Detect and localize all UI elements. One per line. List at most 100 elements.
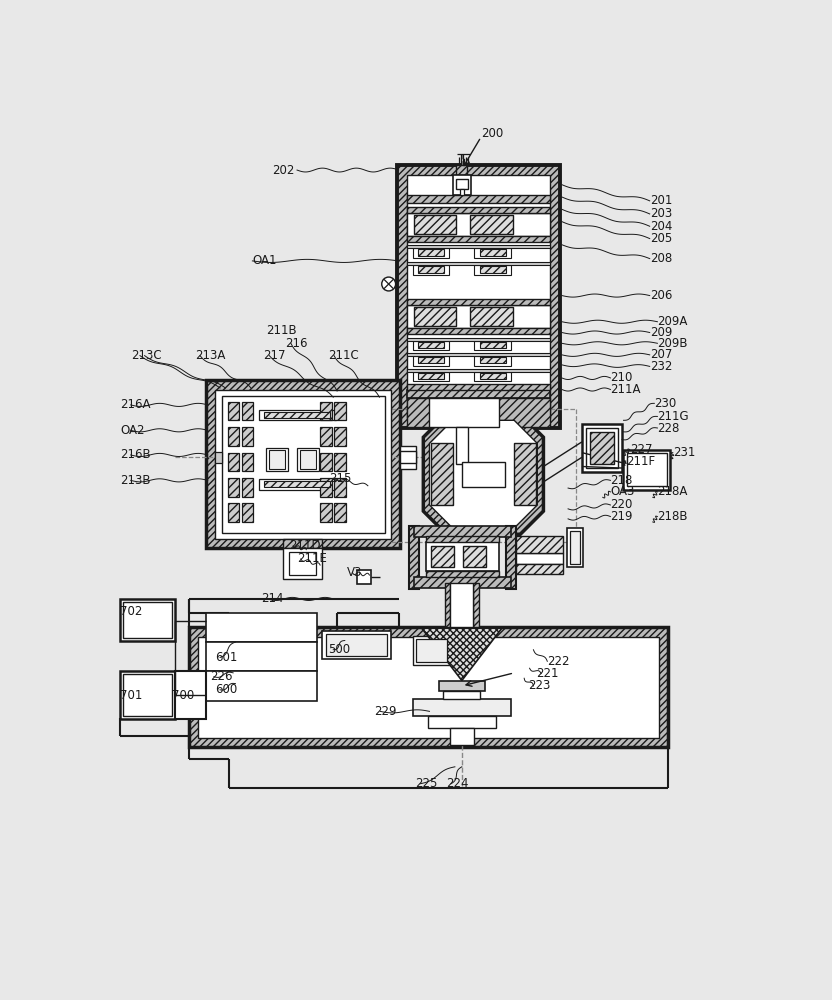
Bar	[474, 248, 511, 258]
Bar	[120, 599, 176, 641]
Bar	[283, 548, 322, 579]
Bar	[397, 165, 561, 428]
Bar	[622, 450, 671, 490]
Bar	[468, 427, 473, 464]
Text: OA1: OA1	[252, 254, 277, 267]
Bar	[414, 526, 511, 537]
Bar	[407, 262, 551, 265]
Text: 218B: 218B	[657, 510, 688, 523]
Bar	[215, 452, 221, 463]
Bar	[450, 583, 473, 627]
Bar	[413, 699, 511, 716]
Bar	[189, 627, 668, 747]
Bar	[228, 478, 240, 497]
Bar	[413, 356, 449, 366]
Bar	[264, 412, 330, 418]
Text: 208: 208	[650, 252, 672, 265]
Bar	[407, 384, 551, 390]
Bar	[428, 716, 496, 728]
Bar	[517, 564, 562, 574]
Text: 211B: 211B	[266, 324, 297, 337]
Bar	[206, 380, 400, 548]
Bar	[479, 357, 506, 363]
Text: 210: 210	[611, 371, 633, 384]
Bar	[431, 443, 453, 505]
Bar	[456, 179, 468, 189]
Text: 206: 206	[650, 289, 672, 302]
Text: 500: 500	[328, 643, 350, 656]
Bar	[228, 427, 240, 446]
Bar	[582, 424, 622, 472]
Bar	[123, 602, 172, 638]
Bar	[199, 637, 659, 738]
Text: 201: 201	[650, 194, 672, 207]
Bar	[123, 674, 172, 716]
Bar	[418, 266, 444, 273]
Text: V3: V3	[347, 566, 363, 579]
Bar	[322, 631, 391, 659]
Polygon shape	[423, 414, 543, 534]
Text: 227: 227	[630, 443, 652, 456]
Bar	[426, 571, 498, 577]
Bar	[228, 453, 240, 471]
Text: 221: 221	[536, 667, 558, 680]
Bar	[418, 357, 444, 363]
Bar	[459, 189, 464, 195]
Text: 211E: 211E	[297, 552, 327, 565]
Bar	[470, 215, 513, 234]
Text: 224: 224	[446, 777, 468, 790]
Text: 211F: 211F	[626, 455, 655, 468]
Polygon shape	[422, 628, 502, 681]
Text: 209A: 209A	[657, 315, 688, 328]
Text: 218: 218	[611, 474, 633, 487]
Bar	[479, 373, 506, 379]
Text: 231: 231	[673, 446, 696, 459]
Text: 200: 200	[481, 127, 503, 140]
Bar	[283, 539, 322, 548]
Bar	[456, 427, 468, 464]
Bar	[290, 552, 315, 575]
Bar	[228, 503, 240, 522]
Bar	[590, 432, 614, 464]
Text: 216: 216	[285, 337, 308, 350]
Text: 220: 220	[611, 498, 633, 512]
Text: 222: 222	[547, 655, 570, 668]
Text: 232: 232	[650, 360, 672, 373]
Bar	[407, 338, 551, 341]
Bar	[270, 450, 285, 469]
Bar	[215, 389, 391, 539]
Bar	[206, 642, 317, 671]
Text: 600: 600	[215, 683, 238, 696]
Text: 219: 219	[611, 510, 633, 523]
Bar	[407, 369, 551, 372]
Bar	[407, 390, 551, 398]
Bar	[407, 207, 551, 213]
Text: 204: 204	[650, 220, 672, 233]
Bar	[413, 265, 449, 275]
Bar	[426, 542, 498, 571]
Text: 218A: 218A	[657, 485, 688, 498]
Bar	[407, 353, 551, 356]
Bar	[429, 398, 498, 427]
Bar	[259, 410, 335, 420]
Bar	[334, 503, 345, 522]
Bar	[473, 583, 478, 627]
Bar	[259, 479, 335, 490]
Bar	[400, 446, 416, 469]
Bar	[567, 528, 583, 567]
Bar	[120, 671, 176, 719]
Bar	[450, 427, 456, 464]
Bar	[300, 450, 315, 469]
Bar	[461, 398, 551, 427]
Text: 225: 225	[415, 777, 438, 790]
Text: 216B: 216B	[120, 448, 151, 461]
Text: 702: 702	[120, 605, 142, 618]
Bar	[514, 443, 536, 505]
Bar	[206, 671, 317, 701]
Bar	[221, 396, 385, 533]
Circle shape	[382, 277, 395, 291]
Bar	[334, 402, 345, 420]
Bar	[474, 341, 511, 350]
Bar	[449, 728, 474, 745]
Bar	[463, 546, 486, 567]
